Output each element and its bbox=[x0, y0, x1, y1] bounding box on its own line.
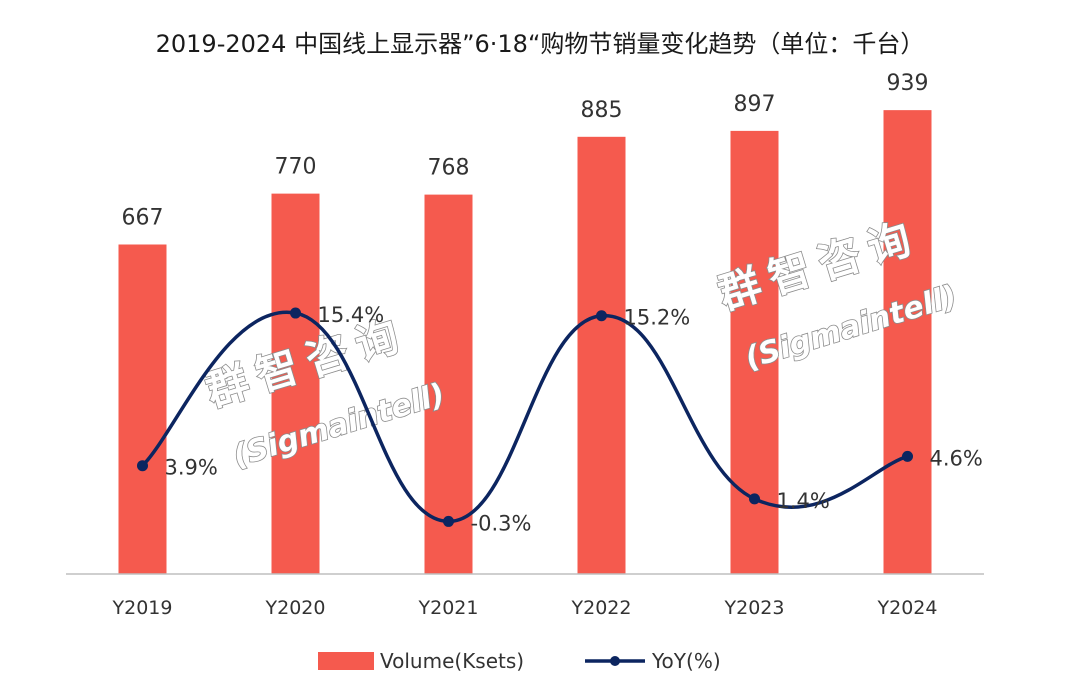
legend-swatch-yoy-marker bbox=[610, 656, 620, 666]
yoy-label-Y2024: 4.6% bbox=[930, 446, 983, 470]
yoy-point-Y2021 bbox=[443, 515, 454, 527]
x-tick-Y2021: Y2021 bbox=[418, 597, 479, 619]
yoy-point-Y2022 bbox=[596, 310, 607, 322]
yoy-label-Y2019: 3.9% bbox=[165, 456, 218, 480]
bar-Y2024 bbox=[883, 110, 932, 574]
yoy-point-Y2020 bbox=[290, 307, 301, 319]
yoy-point-Y2023 bbox=[749, 493, 760, 505]
legend-swatch-volume bbox=[318, 652, 374, 670]
bar-Y2022 bbox=[577, 136, 626, 574]
bar-Y2021 bbox=[424, 194, 473, 574]
watermark-left: 群智咨询 (Sigmaintell) bbox=[200, 308, 450, 476]
yoy-markers bbox=[137, 307, 913, 527]
legend: Volume(Ksets) YoY(%) bbox=[318, 649, 721, 673]
bar-label-Y2020: 770 bbox=[275, 155, 317, 180]
x-axis-tick-labels: Y2019 Y2020 Y2021 Y2022 Y2023 Y2024 bbox=[112, 597, 938, 619]
x-tick-Y2024: Y2024 bbox=[877, 597, 938, 619]
yoy-label-Y2022: 15.2% bbox=[624, 306, 691, 330]
bar-label-Y2023: 897 bbox=[734, 92, 776, 117]
yoy-label-Y2021: -0.3% bbox=[471, 511, 532, 535]
legend-label-volume: Volume(Ksets) bbox=[380, 649, 524, 673]
yoy-label-Y2023: 1.4% bbox=[777, 489, 830, 513]
legend-label-yoy: YoY(%) bbox=[651, 649, 721, 673]
bar-label-Y2022: 885 bbox=[581, 98, 623, 123]
x-tick-Y2022: Y2022 bbox=[571, 597, 632, 619]
yoy-point-Y2019 bbox=[137, 460, 148, 472]
bar-label-Y2019: 667 bbox=[122, 206, 164, 231]
chart-title: 2019-2024 中国线上显示器”6·18“购物节销量变化趋势（单位：千台） bbox=[156, 30, 925, 58]
yoy-label-Y2020: 15.4% bbox=[318, 303, 385, 327]
bar-label-Y2024: 939 bbox=[887, 71, 929, 96]
bar-value-labels: 667 770 768 885 897 939 bbox=[122, 71, 929, 230]
bar-Y2019 bbox=[118, 244, 167, 574]
x-tick-Y2023: Y2023 bbox=[724, 597, 785, 619]
bar-label-Y2021: 768 bbox=[428, 156, 470, 181]
yoy-point-Y2024 bbox=[902, 450, 913, 462]
bar-Y2020 bbox=[271, 193, 320, 574]
yoy-value-labels: 3.9% 15.4% -0.3% 15.2% 1.4% 4.6% bbox=[165, 303, 983, 535]
x-tick-Y2019: Y2019 bbox=[112, 597, 173, 619]
x-tick-Y2020: Y2020 bbox=[265, 597, 326, 619]
